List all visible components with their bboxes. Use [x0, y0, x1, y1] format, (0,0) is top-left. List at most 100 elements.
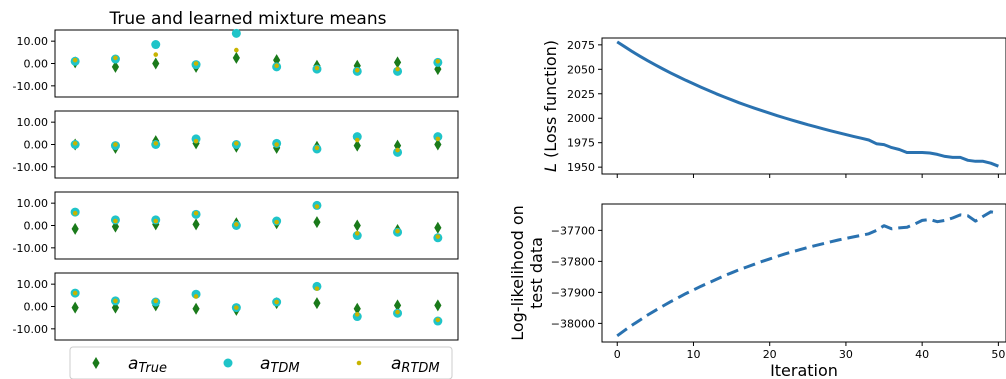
legend: aTrue aTDM aRTDM [69, 346, 453, 379]
y-tick-label: −37900 [551, 286, 595, 299]
y-tick-label: 10.00 [17, 278, 49, 291]
scatter-panel-1: 10.00 0.00 -10.00 [13, 28, 459, 98]
y-tick-label: -10.00 [13, 323, 48, 336]
legend-symbol: a [391, 354, 401, 374]
rtdm-mean-point [314, 286, 320, 291]
y-tick-label: 10.00 [17, 197, 49, 210]
y-tick-label: -10.00 [13, 242, 48, 255]
rtdm-mean-point [72, 141, 78, 146]
y-tick-label: 2000 [567, 112, 595, 125]
rtdm-mean-point [193, 138, 199, 144]
rtdm-mean-point [435, 317, 441, 323]
true-mean-point [192, 302, 200, 315]
rtdm-mean-point [113, 142, 118, 147]
true-mean-point [353, 302, 361, 315]
rtdm-mean-point [72, 210, 78, 216]
true-mean-point [434, 63, 442, 76]
y-tick-label: −37700 [551, 224, 595, 237]
true-mean-point [71, 222, 79, 235]
rtdm-mean-point [314, 204, 320, 209]
loss-ylabel: L (Loss function) [541, 40, 560, 172]
rtdm-mean-point [395, 147, 400, 153]
y-tick-label: -10.00 [13, 161, 48, 174]
rtdm-mean-point [314, 145, 320, 151]
y-tick-label: 2050 [567, 63, 595, 76]
y-tick-label: 0.00 [24, 58, 49, 71]
rtdm-mean-point [153, 141, 159, 146]
rtdm-mean-point [435, 234, 441, 239]
y-tick-label: 1950 [567, 161, 595, 174]
true-mean-point [434, 138, 442, 151]
ylabel-line: test data [527, 237, 546, 309]
y-tick-label: 10.00 [17, 35, 49, 48]
y-tick-label: −38000 [551, 317, 595, 330]
true-mean-point [313, 216, 321, 229]
legend-symbol: a [128, 354, 138, 374]
rtdm-mean-point [314, 65, 320, 71]
x-tick-label: 20 [763, 348, 777, 361]
loss-ylabel-symbol: L [541, 163, 560, 172]
scatter-panel-4: 10.00 0.00 -10.00 [13, 272, 459, 341]
true-mean-point [71, 301, 79, 314]
rtdm-mean-point [153, 298, 159, 304]
plot-frame [601, 37, 1006, 175]
rtdm-mean-point [234, 47, 239, 53]
legend-tdm-marker [223, 358, 233, 368]
true-mean-point [434, 299, 442, 312]
legend-tdm-label: aTDM [260, 354, 300, 376]
y-tick-label: -10.00 [13, 80, 48, 93]
series-line [616, 40, 999, 168]
y-tick-label: 1975 [567, 137, 595, 150]
true-mean-point [152, 57, 160, 70]
legend-subscript: TDM [270, 361, 299, 376]
loglikelihood-ylabel: Log-likelihood ontest data [508, 205, 546, 341]
rtdm-mean-point [193, 294, 199, 299]
rtdm-mean-point [274, 63, 279, 69]
rtdm-mean-point [395, 228, 400, 234]
true-mean-point [192, 218, 200, 231]
rtdm-mean-point [354, 137, 360, 143]
rtdm-mean-point [395, 66, 400, 72]
loss-chart: 2075 2050 2025 2000 1975 1950 L (Loss function… [541, 37, 1006, 178]
x-tick-label: 50 [991, 348, 1005, 361]
true-mean-point [434, 221, 442, 234]
true-mean-point [353, 139, 361, 152]
rtdm-mean-point [274, 299, 279, 305]
legend-subscript: True [138, 361, 167, 376]
tdm-mean-point [231, 28, 241, 38]
true-mean-point [393, 299, 402, 312]
x-axis-label: Iteration [770, 361, 838, 379]
plot-frame [601, 203, 1006, 343]
true-mean-point [353, 219, 361, 232]
rtdm-mean-point [274, 219, 279, 225]
rtdm-mean-point [113, 218, 118, 224]
x-tick-label: 30 [839, 348, 853, 361]
true-mean-point [313, 297, 321, 310]
rtdm-mean-point [153, 218, 159, 224]
rtdm-mean-point [395, 309, 400, 315]
scatter-panel-2: 10.00 0.00 -10.00 [13, 110, 459, 179]
loglikelihood-chart: −37700 −37800 −37900 −38000 0 10 20 30 40 50 Itera… [508, 203, 1006, 379]
y-tick-label: 2075 [567, 39, 595, 52]
ylabel-line: Log-likelihood on [508, 205, 527, 341]
legend-rtdm-label: aRTDM [391, 354, 440, 376]
rtdm-mean-point [234, 305, 239, 310]
rtdm-mean-point [72, 57, 78, 63]
legend-true-marker [92, 357, 100, 369]
rtdm-mean-point [234, 222, 239, 227]
true-mean-point [232, 51, 240, 64]
rtdm-mean-point [113, 298, 118, 304]
rtdm-mean-point [435, 58, 441, 64]
rtdm-mean-point [153, 52, 159, 57]
legend-symbol: a [260, 354, 270, 374]
true-mean-point [111, 60, 120, 73]
rtdm-mean-point [113, 55, 118, 61]
tdm-mean-point [151, 40, 161, 50]
loss-ylabel-text: (Loss function) [541, 40, 560, 163]
legend-subscript: RTDM [401, 361, 439, 376]
rtdm-mean-point [72, 290, 78, 296]
x-tick-label: 10 [686, 348, 700, 361]
true-mean-point [393, 56, 402, 69]
x-tick-label: 40 [915, 348, 929, 361]
rtdm-mean-point [193, 61, 199, 66]
